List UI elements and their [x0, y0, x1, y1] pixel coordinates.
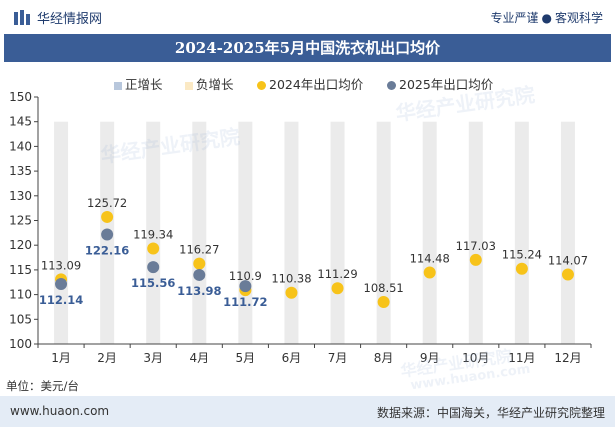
point-2025 — [193, 268, 206, 281]
title-bar: 2024-2025年5月中国洗衣机出口均价 — [4, 34, 611, 62]
chart-legend: 正增长 负增长 2024年出口均价 2025年出口均价 — [0, 74, 615, 92]
column-bar — [330, 121, 345, 344]
brand-name: 华经情报网 — [37, 12, 103, 27]
column-bar — [514, 121, 529, 344]
x-tick-label: 2月 — [97, 351, 117, 365]
data-label-2024: 110.38 — [271, 272, 311, 286]
legend-label-2024: 2024年出口均价 — [269, 77, 364, 92]
point-2024 — [147, 242, 160, 255]
x-tick-label: 9月 — [420, 351, 440, 365]
x-tick-label: 4月 — [189, 351, 209, 365]
data-label-2024: 114.07 — [548, 253, 588, 267]
chart-title: 2024-2025年5月中国洗衣机出口均价 — [174, 39, 441, 57]
column-bar — [560, 121, 575, 344]
y-tick-label: 140 — [9, 139, 32, 153]
x-tick-label: 1月 — [51, 351, 71, 365]
y-tick-label: 105 — [9, 312, 32, 326]
footer-source: 数据来源：中国海关，华经产业研究院整理 — [376, 406, 605, 420]
legend-swatch-2024 — [257, 81, 266, 90]
x-tick-label: 11月 — [508, 351, 535, 365]
huajing-logo-icon — [14, 10, 30, 25]
tagline-right: 客观科学 — [554, 11, 603, 25]
data-label-2025: 112.14 — [39, 293, 83, 307]
legend-label-positive: 正增长 — [125, 77, 163, 92]
x-tick-label: 3月 — [143, 351, 163, 365]
data-label-2024: 115.24 — [502, 248, 542, 262]
point-2024 — [193, 257, 206, 270]
column-bar — [468, 121, 483, 344]
x-tick-label: 6月 — [282, 351, 302, 365]
data-label-2024: 110.9 — [229, 269, 262, 283]
data-label-2024: 119.34 — [133, 227, 173, 241]
y-tick-label: 150 — [9, 90, 32, 104]
data-label-2024: 113.09 — [41, 258, 81, 272]
point-2025 — [147, 261, 160, 274]
data-label-2024: 117.03 — [456, 239, 496, 253]
data-label-2024: 114.48 — [410, 251, 450, 265]
point-2024 — [331, 282, 344, 295]
unit-label: 单位：美元/台 — [6, 379, 79, 393]
tagline-dot: ● — [541, 11, 552, 25]
legend-item-2025: 2025年出口均价 — [387, 74, 493, 93]
footer-bar: www.huaon.com 数据来源：中国海关，华经产业研究院整理 — [0, 396, 615, 427]
column-bar — [422, 121, 437, 344]
legend-swatch-negative — [185, 81, 193, 90]
data-label-2025: 115.56 — [131, 276, 175, 290]
footer-site: www.huaon.com — [10, 404, 110, 418]
column-bar — [376, 121, 391, 344]
data-label-2024: 108.51 — [364, 281, 404, 295]
x-tick-label: 7月 — [328, 351, 348, 365]
legend-label-negative: 负增长 — [196, 77, 234, 92]
data-label-2024: 111.29 — [317, 267, 357, 281]
x-tick-label: 10月 — [462, 351, 489, 365]
y-tick-label: 115 — [9, 263, 32, 277]
legend-swatch-positive — [114, 81, 122, 90]
x-tick-label: 12月 — [554, 351, 581, 365]
point-2024 — [377, 295, 390, 308]
point-2025 — [239, 280, 252, 293]
point-2025 — [55, 278, 68, 291]
point-2024 — [423, 266, 436, 279]
data-label-2024: 116.27 — [179, 243, 219, 257]
column-bar — [192, 121, 207, 344]
y-tick-label: 120 — [9, 238, 32, 252]
data-label-2025: 113.98 — [177, 284, 221, 298]
column-bar — [146, 121, 161, 344]
y-tick-label: 130 — [9, 189, 32, 203]
point-2024 — [101, 210, 114, 223]
y-tick-label: 125 — [9, 214, 32, 228]
header-bar: 华经情报网 专业严谨 ● 客观科学 — [0, 0, 615, 34]
y-tick-label: 145 — [9, 115, 32, 129]
y-tick-label: 110 — [9, 288, 32, 302]
data-label-2024: 125.72 — [87, 196, 127, 210]
column-bar — [238, 121, 253, 344]
point-2024 — [515, 262, 528, 275]
tagline-left: 专业严谨 — [490, 11, 539, 25]
point-2025 — [101, 228, 114, 241]
x-tick-label: 8月 — [374, 351, 394, 365]
data-label-2025: 122.16 — [85, 244, 129, 258]
legend-item-negative: 负增长 — [185, 74, 234, 93]
point-2024 — [469, 253, 482, 266]
y-tick-label: 100 — [9, 337, 32, 351]
legend-item-2024: 2024年出口均价 — [257, 74, 363, 93]
legend-swatch-2025 — [387, 81, 396, 90]
legend-item-positive: 正增长 — [114, 74, 163, 93]
column-bar — [54, 121, 69, 344]
legend-label-2025: 2025年出口均价 — [399, 77, 494, 92]
column-bar — [284, 121, 299, 344]
data-label-2025: 111.72 — [223, 295, 267, 309]
tagline: 专业严谨 ● 客观科学 — [490, 9, 603, 26]
point-2024 — [285, 286, 298, 299]
point-2024 — [561, 268, 574, 281]
y-tick-label: 135 — [9, 164, 32, 178]
x-tick-label: 5月 — [236, 351, 256, 365]
